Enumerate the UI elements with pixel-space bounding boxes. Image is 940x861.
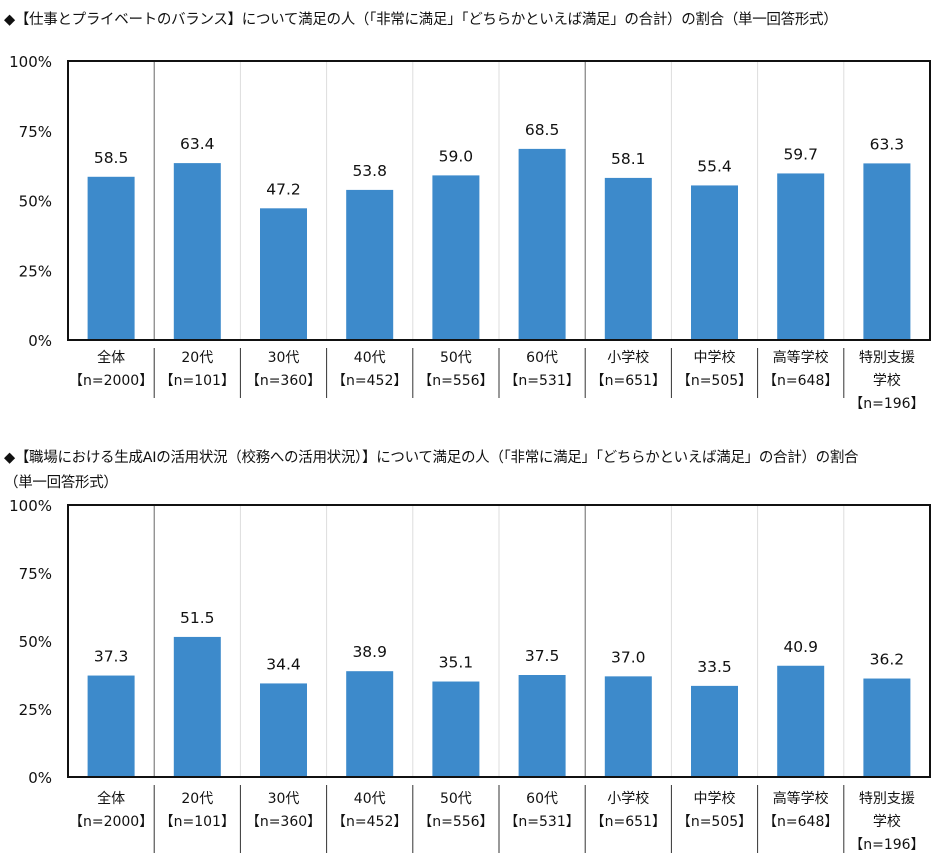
chart2-data-label: 37.3	[94, 648, 129, 666]
chart1-ytick-label: 100%	[9, 53, 52, 71]
chart1-data-label: 53.8	[352, 162, 387, 180]
chart2-title-line1: ◆【職場における生成AIの活用状況（校務への活用状況）】について満足の人（「非常…	[4, 450, 859, 466]
chart1-data-label: 59.7	[783, 145, 818, 163]
chart2-category-label: 【n=505】	[677, 814, 752, 830]
chart1-category-label: 全体	[97, 349, 125, 366]
chart1-category-label: 特別支援	[859, 350, 915, 366]
chart1-category-label: 【n=196】	[849, 396, 924, 412]
chart1-bar	[432, 175, 480, 340]
chart2-data-label: 33.5	[697, 658, 732, 676]
chart1-category-label: 30代	[268, 350, 300, 366]
chart1-category-label: 【n=651】	[591, 373, 666, 389]
chart2-category-label: 40代	[354, 791, 386, 807]
chart2-bar	[87, 675, 135, 777]
chart2-data-label: 34.4	[266, 655, 301, 673]
chart2-data-label: 36.2	[870, 651, 905, 669]
chart2-category-label: 20代	[181, 791, 213, 807]
chart2-bar	[173, 636, 221, 777]
chart1-category-label: 高等学校	[773, 349, 829, 366]
chart2-category-label: 【n=2000】	[69, 814, 153, 830]
chart1-bar	[260, 208, 307, 340]
chart1-ytick-label: 0%	[28, 332, 52, 350]
chart2-category-label: 【n=531】	[504, 814, 579, 830]
chart2-title-line2: （単一回答形式）	[4, 475, 118, 491]
chart1-category-label: 60代	[526, 350, 558, 366]
chart1-data-label: 59.0	[439, 147, 474, 165]
chart1-category-label: 【n=505】	[677, 373, 752, 389]
chart1-bar	[604, 177, 652, 340]
chart2-category-label: 50代	[440, 791, 472, 807]
chart1-data-label: 47.2	[266, 180, 301, 198]
chart1-category-label: 【n=531】	[504, 373, 579, 389]
chart2-category-label: 【n=101】	[160, 814, 235, 830]
chart2-category-label: 特別支援	[859, 791, 915, 807]
chart2-ytick-label: 25%	[19, 701, 52, 719]
chart1-data-label: 68.5	[525, 121, 560, 139]
chart2-bar	[777, 665, 825, 777]
chart2-category-label: 全体	[97, 790, 125, 807]
chart2-category-label: 【n=648】	[763, 814, 838, 830]
chart1-category-label: 【n=101】	[160, 373, 235, 389]
chart1-plot-frame	[67, 60, 931, 341]
chart2-bar	[432, 681, 480, 777]
chart1-category-label: 【n=452】	[332, 373, 407, 389]
chart1-bar	[863, 163, 911, 340]
chart1-ytick-label: 25%	[19, 262, 52, 280]
chart2-bar	[346, 671, 394, 777]
chart1-category-label: 【n=648】	[763, 373, 838, 389]
chart2-bar	[604, 676, 652, 777]
chart1-category-label: 50代	[440, 350, 472, 366]
chart2-category-label: 【n=651】	[591, 814, 666, 830]
chart1-category-label: 【n=556】	[418, 373, 493, 389]
chart2-ytick-label: 100%	[9, 497, 52, 515]
chart2-bar	[691, 685, 738, 777]
chart1-data-label: 63.4	[180, 135, 215, 153]
chart1-bar	[518, 148, 566, 340]
chart2-ytick-label: 75%	[19, 565, 52, 583]
chart2-data-label: 37.5	[525, 647, 560, 665]
chart2-ytick-label: 50%	[19, 633, 52, 651]
chart1-data-label: 63.3	[870, 135, 905, 153]
chart2-category-label: 【n=452】	[332, 814, 407, 830]
chart2-category-label: 【n=196】	[849, 837, 924, 853]
chart2-bar	[518, 675, 566, 777]
chart2-category-label: 30代	[268, 791, 300, 807]
chart1-bar	[173, 163, 221, 340]
chart1-bar	[777, 173, 825, 340]
chart1-ytick-label: 75%	[19, 123, 52, 141]
chart2-data-label: 38.9	[352, 643, 387, 661]
chart2-plot-frame	[67, 504, 931, 778]
chart1-ytick-label: 50%	[19, 193, 52, 211]
chart1-data-label: 58.1	[611, 150, 646, 168]
chart1-title: ◆【仕事とプライベートのバランス】について満足の人（「非常に満足」「どちらかとい…	[4, 12, 838, 28]
chart2-data-label: 37.0	[611, 648, 646, 666]
chart1-category-label: 20代	[181, 350, 213, 366]
chart2-bar	[260, 683, 307, 777]
chart2-category-label: 学校	[873, 813, 901, 830]
chart1-category-label: 学校	[873, 372, 901, 389]
chart1-category-label: 【n=360】	[246, 373, 321, 389]
chart1-category-label: 小学校	[607, 349, 649, 366]
chart2-category-label: 中学校	[694, 790, 736, 807]
chart1-bar	[691, 185, 738, 340]
chart2-ytick-label: 0%	[28, 769, 52, 787]
chart2-category-label: 【n=556】	[418, 814, 493, 830]
chart2-category-label: 小学校	[607, 790, 649, 807]
chart1-category-label: 【n=2000】	[69, 373, 153, 389]
chart1-category-label: 40代	[354, 350, 386, 366]
chart2-category-label: 【n=360】	[246, 814, 321, 830]
chart2-bar	[863, 678, 911, 777]
chart2-data-label: 51.5	[180, 609, 215, 627]
chart2-category-label: 高等学校	[773, 790, 829, 807]
chart1-category-label: 中学校	[694, 349, 736, 366]
chart1-data-label: 55.4	[697, 157, 732, 175]
chart2-data-label: 40.9	[783, 638, 818, 656]
chart1-data-label: 58.5	[94, 149, 129, 167]
chart2-category-label: 60代	[526, 791, 558, 807]
chart1-bar	[87, 176, 135, 340]
chart2-data-label: 35.1	[439, 654, 474, 672]
chart1-bar	[346, 189, 394, 340]
